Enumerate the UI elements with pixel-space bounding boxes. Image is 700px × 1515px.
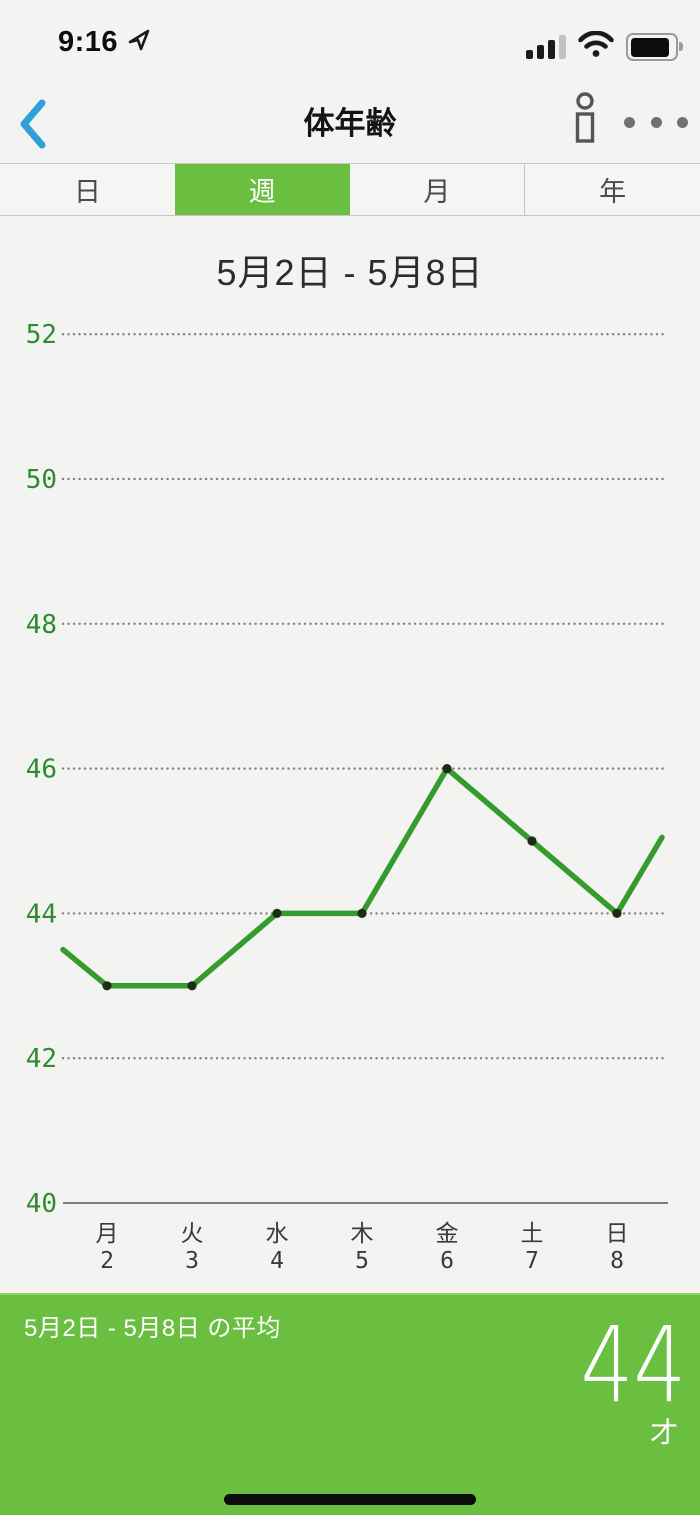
x-label-date: 7 xyxy=(525,1248,539,1274)
y-tick-label: 46 xyxy=(26,755,57,785)
more-options-button[interactable] xyxy=(624,108,688,136)
tab-week[interactable]: 週 xyxy=(174,164,350,215)
x-label-date: 5 xyxy=(355,1248,369,1274)
clock: 9:16 xyxy=(58,26,119,58)
x-label-date: 8 xyxy=(610,1248,624,1274)
x-label-date: 2 xyxy=(100,1248,114,1274)
x-label-weekday: 土 xyxy=(521,1221,544,1247)
data-point xyxy=(527,836,537,846)
y-tick-label: 40 xyxy=(26,1189,57,1219)
y-tick-label: 44 xyxy=(26,899,57,929)
average-value: 44 xyxy=(580,1304,686,1426)
average-unit: 才 xyxy=(649,1417,678,1448)
y-tick-label: 42 xyxy=(26,1044,57,1074)
battery-icon xyxy=(626,33,683,61)
wifi-icon xyxy=(578,30,614,63)
x-label-weekday: 水 xyxy=(266,1221,289,1247)
y-tick-label: 48 xyxy=(26,610,57,640)
ellipsis-icon xyxy=(624,116,635,128)
x-label-date: 3 xyxy=(185,1248,199,1274)
tab-year[interactable]: 年 xyxy=(524,164,700,215)
tab-month[interactable]: 月 xyxy=(423,177,451,207)
signal-icon xyxy=(526,35,566,59)
location-arrow-icon xyxy=(127,28,151,57)
tab-day[interactable]: 日 xyxy=(73,177,101,207)
average-panel: 5月2日 - 5月8日 の平均 44 才 xyxy=(0,1293,700,1515)
x-label-weekday: 月 xyxy=(96,1221,119,1247)
data-point xyxy=(102,981,112,991)
period-tabs: 日 週 月 年 xyxy=(0,163,700,216)
x-label-date: 6 xyxy=(440,1248,454,1274)
data-point xyxy=(187,981,197,991)
trend-line xyxy=(60,765,665,989)
x-label-weekday: 火 xyxy=(181,1221,204,1247)
profile-icon[interactable] xyxy=(570,92,602,144)
data-point xyxy=(442,764,452,774)
y-tick-label: 52 xyxy=(26,320,57,350)
status-bar-left: 9:16 xyxy=(58,26,151,59)
nav-bar: 体年齢 xyxy=(0,85,700,163)
data-point xyxy=(612,908,622,919)
chart-svg[interactable]: 52 50 48 46 44 42 40 月2 火3 水4 木5 金6 土7 日8 xyxy=(0,300,700,1290)
status-bar-right xyxy=(526,30,683,63)
back-button[interactable] xyxy=(16,98,56,150)
x-label-date: 4 xyxy=(270,1248,284,1274)
data-point xyxy=(357,908,367,919)
date-range-title: 5月2日 - 5月8日 xyxy=(216,252,484,293)
page-title: 体年齢 xyxy=(303,106,397,141)
data-point xyxy=(272,908,282,919)
y-tick-label: 50 xyxy=(26,465,57,495)
home-indicator[interactable] xyxy=(224,1494,476,1505)
x-label-weekday: 木 xyxy=(351,1221,374,1247)
average-label: 5月2日 - 5月8日 の平均 xyxy=(24,1315,281,1342)
x-label-weekday: 金 xyxy=(436,1221,459,1247)
x-label-weekday: 日 xyxy=(606,1221,629,1247)
